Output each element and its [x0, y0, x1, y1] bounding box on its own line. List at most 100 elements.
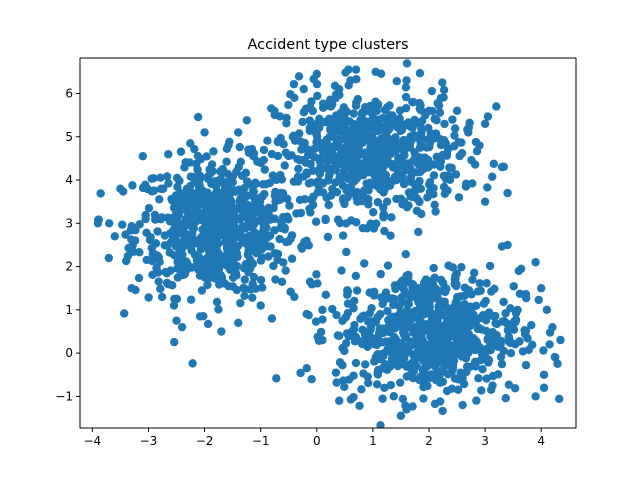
scatter-point-cluster-2 — [383, 117, 392, 127]
scatter-point-cluster-1 — [283, 194, 292, 203]
scatter-point-cluster-1 — [222, 157, 231, 166]
scatter-point-cluster-2 — [315, 169, 325, 178]
scatter-point-cluster-2 — [312, 120, 321, 129]
scatter-point-cluster-3 — [422, 308, 432, 318]
scatter-point-cluster-3 — [504, 380, 514, 389]
scatter-point — [351, 65, 361, 74]
scatter-point-cluster-2 — [244, 148, 254, 157]
scatter-point-cluster-2 — [232, 204, 242, 213]
scatter-point-cluster-1 — [173, 182, 182, 192]
scatter-point-cluster-2 — [295, 129, 304, 138]
scatter-point — [531, 258, 540, 267]
scatter-point-cluster-3 — [328, 304, 337, 314]
scatter-point — [267, 149, 277, 159]
scatter-point-cluster-3 — [459, 379, 469, 389]
scatter-point-cluster-1 — [193, 112, 203, 122]
scatter-point-cluster-2 — [430, 200, 439, 209]
scatter-point-cluster-3 — [361, 360, 370, 369]
scatter-point-cluster-2 — [285, 201, 294, 210]
scatter-point-cluster-3 — [395, 378, 405, 387]
scatter-point-cluster-1 — [175, 191, 184, 201]
scatter-point-cluster-3 — [497, 359, 507, 369]
scatter-point-cluster-1 — [258, 180, 268, 189]
scatter-point-cluster-3 — [404, 341, 413, 350]
scatter-point-cluster-2 — [375, 152, 384, 161]
scatter-point-cluster-1 — [228, 178, 237, 187]
x-tick-label: −2 — [196, 434, 214, 448]
scatter-point-cluster-3 — [307, 375, 316, 384]
scatter-point-cluster-2 — [402, 59, 412, 68]
scatter-point-cluster-2 — [301, 158, 310, 167]
scatter-point-cluster-2 — [349, 162, 358, 171]
scatter-point-cluster-2 — [251, 178, 260, 187]
scatter-point — [267, 314, 277, 323]
scatter-point-cluster-3 — [351, 358, 361, 368]
scatter-point-cluster-1 — [228, 273, 238, 282]
scatter-point-cluster-2 — [316, 153, 326, 163]
scatter-point-cluster-3 — [509, 319, 518, 328]
scatter-point-cluster-3 — [485, 330, 494, 340]
scatter-point-cluster-1 — [280, 223, 289, 233]
scatter-point-cluster-1 — [212, 252, 221, 262]
scatter-point-cluster-1 — [172, 294, 182, 304]
scatter-point-cluster-3 — [555, 394, 564, 404]
scatter-point-cluster-1 — [153, 268, 163, 277]
scatter-point-cluster-2 — [467, 155, 476, 165]
scatter-point-cluster-3 — [472, 315, 482, 324]
scatter-point-cluster-2 — [434, 101, 444, 110]
scatter-point — [172, 316, 181, 325]
y-tick-label: 5 — [65, 130, 73, 144]
x-tick-label: 0 — [313, 434, 321, 448]
scatter-point — [256, 301, 265, 310]
scatter-point-cluster-1 — [242, 177, 252, 186]
scatter-point-cluster-2 — [411, 150, 420, 160]
scatter-point-cluster-3 — [434, 295, 443, 304]
scatter-point — [497, 162, 507, 172]
scatter-point-cluster-2 — [402, 202, 412, 212]
scatter-point-cluster-2 — [405, 119, 414, 128]
x-tick-label: 4 — [537, 434, 545, 448]
scatter-point-cluster-3 — [377, 364, 387, 373]
scatter-point-cluster-2 — [242, 116, 252, 125]
scatter-point-cluster-2 — [352, 122, 362, 131]
scatter-point-cluster-1 — [248, 259, 258, 268]
scatter-point-cluster-3 — [444, 317, 453, 327]
scatter-point-cluster-3 — [553, 359, 562, 368]
scatter-point-cluster-2 — [305, 126, 314, 135]
scatter-point-cluster-1 — [128, 181, 137, 190]
scatter-point-cluster-3 — [427, 370, 436, 379]
scatter-point-cluster-1 — [248, 235, 257, 244]
scatter-point-cluster-3 — [378, 394, 387, 403]
scatter-point-cluster-2 — [415, 176, 424, 186]
scatter-point-cluster-2 — [392, 77, 401, 86]
scatter-point-cluster-3 — [369, 291, 379, 300]
scatter-point-cluster-3 — [528, 340, 537, 350]
scatter-point-cluster-3 — [386, 340, 396, 349]
scatter-point-cluster-3 — [488, 381, 497, 390]
scatter-point-cluster-2 — [304, 241, 313, 250]
scatter-point-cluster-1 — [170, 337, 179, 347]
x-tick-label: −3 — [140, 434, 158, 448]
scatter-point-cluster-2 — [341, 172, 350, 181]
scatter-point-cluster-3 — [443, 369, 453, 379]
scatter-point-cluster-1 — [204, 246, 214, 256]
scatter-point-cluster-2 — [373, 100, 383, 109]
scatter-point-cluster-1 — [157, 292, 167, 302]
scatter-point-cluster-2 — [439, 93, 448, 102]
scatter-point-cluster-2 — [299, 108, 309, 117]
scatter-point-cluster-2 — [368, 132, 377, 141]
scatter-point — [503, 240, 512, 250]
scatter-point-cluster-2 — [260, 165, 269, 174]
x-tick-label: −4 — [83, 434, 101, 448]
scatter-point — [402, 405, 411, 414]
scatter-point-cluster-2 — [305, 116, 314, 125]
scatter-point — [138, 152, 148, 161]
scatter-point-cluster-1 — [207, 259, 216, 268]
scatter-point-cluster-1 — [162, 172, 172, 181]
scatter-point-cluster-2 — [438, 150, 447, 160]
scatter-point-cluster-1 — [240, 264, 249, 273]
scatter-point-cluster-3 — [477, 325, 486, 334]
scatter-point-cluster-1 — [193, 196, 202, 206]
x-tick-label: 1 — [369, 434, 377, 448]
scatter-point-cluster-2 — [438, 78, 447, 87]
